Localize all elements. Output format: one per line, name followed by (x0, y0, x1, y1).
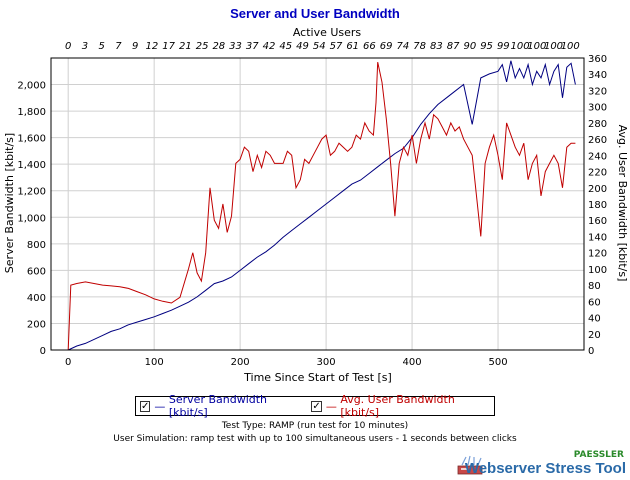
y-tick-label-right: 40 (588, 314, 601, 325)
top-tick-label: 54 (313, 41, 326, 52)
y-tick-label-left: 800 (27, 240, 46, 251)
y-tick-label-left: 1,800 (17, 107, 46, 118)
y-tick-label-right: 140 (588, 232, 607, 243)
y-tick-label-left: 600 (27, 266, 46, 277)
series-lines (67, 60, 576, 351)
top-tick-label: 37 (246, 41, 259, 52)
top-tick-label: 100 (527, 41, 546, 52)
top-axis-label: Active Users (293, 26, 362, 39)
y-tick-label-right: 280 (588, 119, 607, 130)
top-tick-label: 66 (363, 41, 376, 52)
top-tick-label: 99 (497, 41, 510, 52)
legend-item-user-bandwidth[interactable]: ✓ — Avg. User Bandwidth [kbit/s] (311, 393, 484, 419)
grid-lines (51, 58, 584, 351)
top-tick-label: 74 (397, 41, 410, 52)
legend-swatch-red: — (325, 399, 337, 413)
top-tick-label: 87 (447, 41, 460, 52)
top-tick-label: 28 (212, 41, 225, 52)
x-tick-label: 100 (145, 357, 164, 368)
series-line-user-bandwidth (67, 61, 576, 351)
y-tick-label-right: 220 (588, 168, 607, 179)
y-tick-label-left: 2,000 (17, 81, 46, 92)
y-tick-label-right: 80 (588, 281, 601, 292)
y-tick-label-right: 0 (588, 346, 594, 357)
y-axis-label-left: Server Bandwidth [kbit/s] (3, 133, 16, 273)
top-tick-label: 45 (279, 41, 292, 52)
top-tick-label: 25 (196, 41, 209, 52)
chart-title: Server and User Bandwidth (230, 6, 400, 21)
legend-swatch-blue: — (154, 399, 166, 413)
x-tick-label: 300 (317, 357, 336, 368)
series-line-server-bandwidth (67, 60, 576, 351)
top-tick-label: 42 (263, 41, 276, 52)
top-tick-label: 100 (561, 41, 580, 52)
x-tick-label: 0 (65, 357, 71, 368)
y-tick-label-right: 180 (588, 200, 607, 211)
legend-label-server-bandwidth: Server Bandwidth [kbit/s] (168, 393, 268, 419)
server-logo-icon (457, 455, 483, 475)
y-tick-label-left: 1,600 (17, 134, 46, 145)
x-axis-label: Time Since Start of Test [s] (243, 371, 392, 384)
top-tick-label: 9 (132, 41, 138, 52)
y-tick-label-left: 1,200 (17, 187, 46, 198)
top-tick-label: 69 (380, 41, 393, 52)
y-tick-label-right: 340 (588, 70, 607, 81)
plot-frame (50, 57, 585, 351)
x-tick-label: 200 (231, 357, 250, 368)
y-tick-label-left: 1,400 (17, 160, 46, 171)
top-tick-label: 5 (98, 41, 104, 52)
y-tick-label-left: 1,000 (17, 213, 46, 224)
y-tick-label-right: 60 (588, 297, 601, 308)
top-tick-label: 17 (162, 41, 175, 52)
top-tick-label: 61 (346, 41, 359, 52)
top-tick-label: 0 (65, 41, 71, 52)
y-tick-label-right: 240 (588, 151, 607, 162)
legend-item-server-bandwidth[interactable]: ✓ — Server Bandwidth [kbit/s] (140, 393, 297, 419)
top-tick-label: 21 (179, 41, 192, 52)
top-tick-label: 12 (146, 41, 159, 52)
vendor-name: PAESSLER (573, 450, 624, 460)
axis-ticks: 02004006008001,0001,2001,4001,6001,8002,… (17, 41, 607, 368)
y-tick-label-right: 120 (588, 249, 607, 260)
y-tick-label-left: 400 (27, 293, 46, 304)
top-tick-label: 78 (413, 41, 426, 52)
user-simulation-note: User Simulation: ramp test with up to 10… (113, 434, 517, 444)
y-tick-label-right: 300 (588, 103, 607, 114)
top-tick-label: 3 (82, 41, 88, 52)
y-tick-label-right: 160 (588, 216, 607, 227)
test-type-note: Test Type: RAMP (run test for 10 minutes… (221, 421, 409, 431)
x-tick-label: 400 (403, 357, 422, 368)
top-tick-label: 83 (430, 41, 443, 52)
top-tick-label: 57 (330, 41, 343, 52)
checkbox-icon[interactable]: ✓ (311, 400, 322, 412)
y-tick-label-right: 360 (588, 54, 607, 65)
product-name: Webserver Stress Tool (464, 460, 626, 477)
y-tick-label-right: 100 (588, 265, 607, 276)
top-tick-label: 95 (480, 41, 493, 52)
y-axis-label-right: Avg. User Bandwidth [kbit/s] (616, 125, 629, 282)
top-tick-label: 7 (115, 41, 122, 52)
branding: PAESSLER Webserver Stress Tool (450, 450, 628, 478)
y-tick-label-right: 320 (588, 86, 607, 97)
top-tick-label: 100 (510, 41, 529, 52)
top-tick-label: 100 (544, 41, 563, 52)
legend-label-user-bandwidth: Avg. User Bandwidth [kbit/s] (340, 393, 455, 419)
bandwidth-chart: Server and User Bandwidth Active Users T… (3, 6, 629, 384)
y-tick-label-left: 0 (40, 346, 46, 357)
chart-legend: ✓ — Server Bandwidth [kbit/s] ✓ — Avg. U… (135, 393, 495, 419)
x-tick-label: 500 (488, 357, 507, 368)
y-tick-label-right: 200 (588, 184, 607, 195)
top-tick-label: 49 (296, 41, 309, 52)
top-tick-label: 33 (229, 41, 242, 52)
y-tick-label-right: 20 (588, 330, 601, 341)
y-tick-label-left: 200 (27, 319, 46, 330)
top-tick-label: 90 (463, 41, 476, 52)
y-tick-label-right: 260 (588, 135, 607, 146)
checkbox-icon[interactable]: ✓ (140, 400, 151, 412)
